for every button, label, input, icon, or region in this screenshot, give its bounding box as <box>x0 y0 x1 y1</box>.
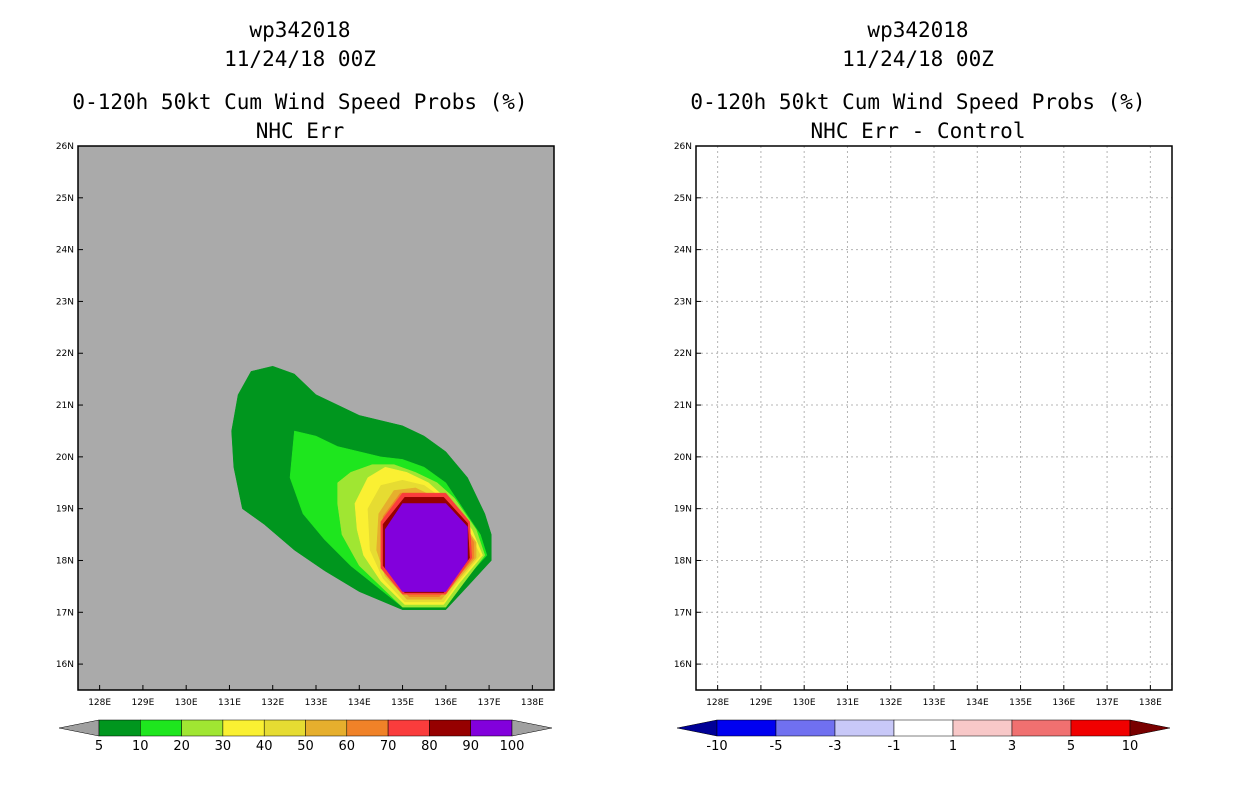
colorbar-level-label: 70 <box>380 739 397 754</box>
colorbar-swatch <box>1011 719 1072 737</box>
colorbar-level-label: 5 <box>95 739 103 754</box>
contour-90-percent <box>384 503 468 592</box>
y-tick-label: 25N <box>674 194 692 204</box>
x-tick-label: 134E <box>348 698 371 708</box>
y-tick-label: 16N <box>56 660 74 670</box>
y-tick-label: 22N <box>56 349 74 359</box>
chart-subtitle: NHC Err - Control <box>810 119 1026 143</box>
colorbar-swatch <box>98 719 141 737</box>
colorbar-level-label: 3 <box>1008 739 1016 754</box>
panel-nhc-err: wp342018 11/24/18 00Z 0-120h 50kt Cum Wi… <box>0 0 600 800</box>
colorbar-level-label: 80 <box>421 739 438 754</box>
colorbar-swatch <box>387 719 430 737</box>
x-tick-label: 133E <box>923 698 946 708</box>
datetime-title: 11/24/18 00Z <box>842 47 994 71</box>
probability-map: 128E 129E 130E 131E 132E 133E 134E 135E 136E 137E… <box>56 142 555 754</box>
y-tick-label: 16N <box>674 660 692 670</box>
y-tick-label: 19N <box>56 505 74 515</box>
panel-nhc-err-control: wp342018 11/24/18 00Z 0-120h 50kt Cum Wi… <box>618 0 1218 800</box>
colorbar-level-label: 5 <box>1067 739 1075 754</box>
x-tick-label: 135E <box>391 698 414 708</box>
storm-id-title: wp342018 <box>249 18 351 42</box>
colorbar-level-label: 20 <box>173 739 190 754</box>
y-tick-label: 24N <box>56 246 74 256</box>
colorbar-swatch <box>305 719 348 737</box>
colorbar-swatch <box>775 719 836 737</box>
y-tick-label: 20N <box>56 453 74 463</box>
y-tick-label: 25N <box>56 194 74 204</box>
y-tick-label: 23N <box>674 297 692 307</box>
colorbar-level-label: 60 <box>339 739 356 754</box>
x-tick-label: 137E <box>478 698 501 708</box>
colorbar-swatch <box>346 719 389 737</box>
y-tick-label: 24N <box>674 246 692 256</box>
x-tick-label: 130E <box>793 698 816 708</box>
colorbar-level-label: -1 <box>888 739 901 754</box>
x-tick-label: 136E <box>1052 698 1075 708</box>
colorbar-swatch <box>834 719 895 737</box>
colorbar-swatch <box>716 719 777 737</box>
x-tick-label: 134E <box>966 698 989 708</box>
colorbar-level-label: -5 <box>770 739 783 754</box>
x-tick-label: 130E <box>175 698 198 708</box>
x-tick-label: 138E <box>1139 698 1162 708</box>
x-tick-label: 128E <box>88 698 111 708</box>
y-tick-label: 20N <box>674 453 692 463</box>
y-tick-label: 22N <box>674 349 692 359</box>
x-tick-label: 133E <box>305 698 328 708</box>
y-tick-label: 18N <box>674 556 692 566</box>
colorbar-swatch <box>1070 719 1131 737</box>
y-tick-label: 26N <box>56 142 74 152</box>
colorbar-level-label: -10 <box>706 739 727 754</box>
colorbar-extend-low <box>676 719 718 737</box>
colorbar-extend-low <box>58 719 100 737</box>
colorbar-swatch <box>222 719 265 737</box>
x-tick-label: 137E <box>1096 698 1119 708</box>
y-tick-label: 21N <box>674 401 692 411</box>
colorbar-swatch <box>263 719 306 737</box>
y-tick-label: 18N <box>56 556 74 566</box>
colorbar-level-label: 30 <box>215 739 232 754</box>
x-tick-label: 128E <box>706 698 729 708</box>
x-tick-label: 132E <box>879 698 902 708</box>
x-tick-label: 135E <box>1009 698 1032 708</box>
y-tick-label: 19N <box>674 505 692 515</box>
colorbar-swatch <box>140 719 182 737</box>
colorbar-extend-high <box>1129 719 1171 737</box>
chart-title: 0-120h 50kt Cum Wind Speed Probs (%) <box>690 90 1146 114</box>
colorbar-level-label: 1 <box>949 739 957 754</box>
x-tick-label: 131E <box>218 698 241 708</box>
colorbar-swatch <box>181 719 224 737</box>
chart-subtitle: NHC Err <box>255 119 345 143</box>
x-tick-label: 129E <box>131 698 154 708</box>
x-tick-label: 129E <box>749 698 772 708</box>
colorbar-swatch <box>893 719 954 737</box>
y-tick-label: 23N <box>56 297 74 307</box>
y-tick-label: 26N <box>674 142 692 152</box>
datetime-title: 11/24/18 00Z <box>224 47 376 71</box>
x-tick-label: 136E <box>434 698 457 708</box>
colorbar-swatch <box>952 719 1013 737</box>
y-tick-label: 17N <box>674 608 692 618</box>
x-tick-label: 132E <box>261 698 284 708</box>
colorbar-extend-high <box>511 719 553 737</box>
y-tick-label: 21N <box>56 401 74 411</box>
colorbar-level-label: 10 <box>132 739 149 754</box>
colorbar-level-label: 10 <box>1122 739 1139 754</box>
storm-id-title: wp342018 <box>867 18 969 42</box>
x-tick-label: 138E <box>521 698 544 708</box>
colorbar-level-label: -3 <box>829 739 842 754</box>
colorbar-swatch <box>470 719 513 737</box>
difference-map: 128E 129E 130E 131E 132E 133E 134E 135E 136E 137E… <box>674 142 1173 754</box>
chart-title: 0-120h 50kt Cum Wind Speed Probs (%) <box>72 90 528 114</box>
x-tick-label: 131E <box>836 698 859 708</box>
colorbar-level-label: 40 <box>256 739 273 754</box>
colorbar-level-label: 50 <box>297 739 314 754</box>
colorbar-swatch <box>429 719 471 737</box>
colorbar-level-label: 90 <box>462 739 479 754</box>
y-tick-label: 17N <box>56 608 74 618</box>
colorbar-level-label: 100 <box>500 739 525 754</box>
